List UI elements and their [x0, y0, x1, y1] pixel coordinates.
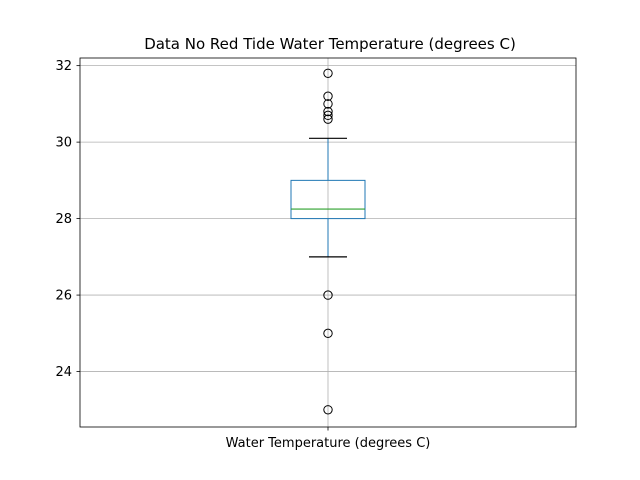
tick-layer: 24 26 28 30 32 Water Temperature (degrees C): [55, 59, 430, 451]
y-tick-label: 26: [55, 289, 72, 304]
outlier-point: [323, 99, 333, 109]
plot-frame: [79, 57, 577, 428]
x-tick-label: Water Temperature (degrees C): [226, 436, 431, 451]
outlier-point: [323, 405, 333, 415]
outlier-point: [323, 290, 333, 300]
outlier-point: [323, 114, 333, 124]
outlier-point: [323, 328, 333, 339]
y-tick-label: 28: [55, 212, 72, 227]
y-tick-label: 32: [55, 59, 72, 74]
outlier-point: [323, 91, 333, 101]
y-tick-label: 30: [55, 136, 72, 151]
iqr-box: [290, 179, 366, 220]
outlier-point: [323, 110, 333, 121]
outlier-point: [323, 106, 333, 117]
y-tick-label: 24: [55, 365, 72, 380]
box-layer: [290, 68, 366, 415]
outlier-point: [323, 68, 333, 78]
chart-title: Data No Red Tide Water Temperature (degr…: [144, 35, 516, 53]
